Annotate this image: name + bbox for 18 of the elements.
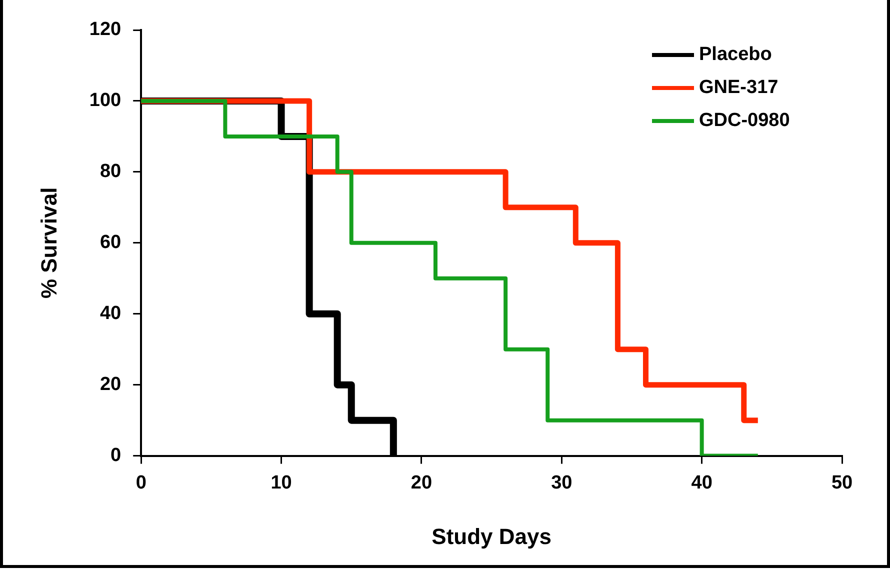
x-tick-label: 50	[831, 472, 853, 494]
legend-label: GNE-317	[699, 77, 778, 98]
y-axis-title: % Survival	[36, 187, 62, 299]
y-tick-label: 80	[100, 161, 122, 182]
legend-label: Placebo	[699, 44, 772, 66]
y-tick-label: 60	[100, 232, 122, 254]
x-axis-title: Study Days	[432, 524, 552, 549]
y-tick-label: 20	[100, 374, 122, 396]
y-tick-label: 120	[89, 19, 122, 40]
x-tick-label: 40	[691, 472, 712, 494]
x-tick-label: 10	[270, 472, 292, 494]
x-tick-label: 0	[136, 472, 146, 494]
y-tick-label: 40	[100, 303, 122, 324]
x-tick-label: 30	[551, 472, 572, 494]
y-tick-label: 100	[89, 90, 122, 112]
x-tick-label: 20	[410, 472, 432, 494]
legend-label: GDC-0980	[699, 110, 790, 132]
y-tick-label: 0	[110, 445, 122, 466]
